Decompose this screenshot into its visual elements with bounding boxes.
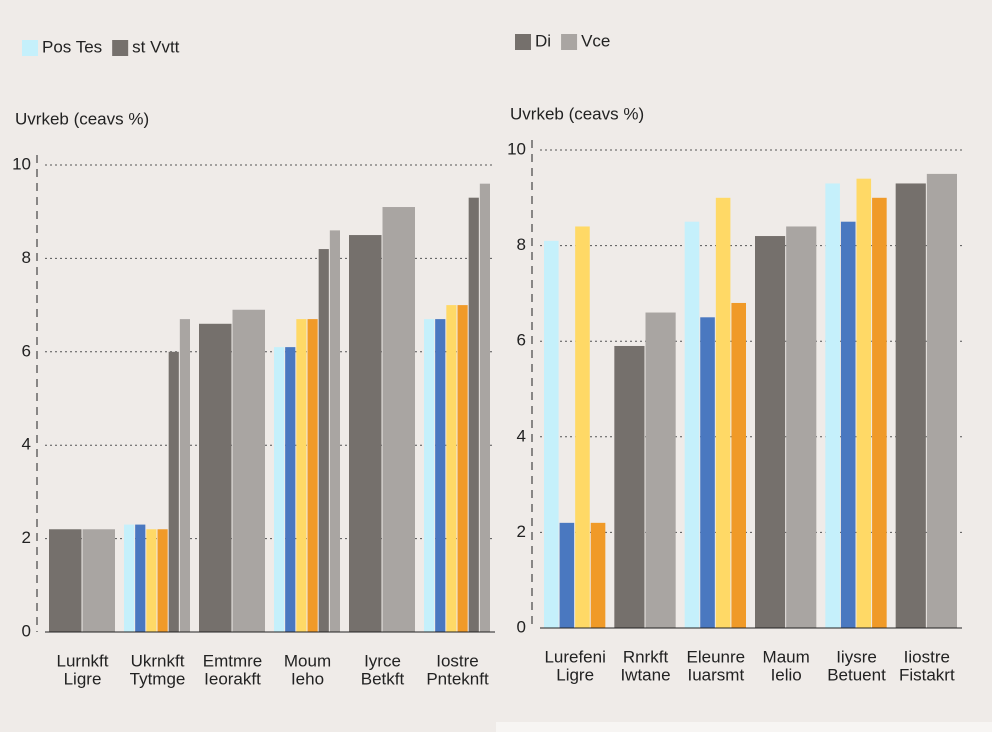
bar [645,312,676,628]
x-tick-label: Ligre [556,665,594,684]
x-tick-label: Eleunre [687,647,746,666]
bar [457,305,468,632]
bar [926,173,957,628]
legend-label: Di [535,31,551,50]
y-tick-label: 10 [12,154,31,173]
x-tick-label: Betkft [361,669,405,688]
legend-label: Pos Tes [42,37,102,56]
x-tick-label: Ieorakft [204,669,261,688]
bar [468,197,479,632]
bar [168,351,179,632]
bar [840,221,856,628]
bar [786,226,817,629]
bar [157,529,168,632]
y-tick-label: 4 [517,426,526,445]
bar [382,207,415,632]
legend-swatch [515,34,531,50]
bar [825,183,840,628]
bar [179,319,190,632]
bar [479,183,490,632]
x-tick-label: Ieho [291,669,324,688]
bar [49,529,82,632]
bar [872,197,887,629]
bar [135,524,146,632]
x-tick-label: Fistakrt [899,665,955,684]
y-tick-label: 6 [22,341,31,360]
bar [856,178,872,628]
x-tick-label: Iostre [436,651,479,670]
bar [349,235,382,633]
y-tick-label: 2 [517,522,526,541]
legend-label: st Vvtt [132,37,180,56]
x-tick-label: Pnteknft [426,669,489,688]
bar [684,221,700,628]
y-tick-label: 4 [22,435,31,454]
bar [590,522,606,628]
bar [700,317,715,628]
bar [559,522,575,628]
x-tick-label: Iwtane [620,665,670,684]
bar [124,524,135,632]
y-tick-label: 2 [22,528,31,547]
x-tick-label: Ligre [64,669,102,688]
bar [435,319,446,632]
y-tick-label: 0 [22,621,31,640]
x-tick-label: Ukrnkft [131,651,185,670]
bar [146,529,157,632]
bar [296,319,307,632]
x-tick-label: Iyrce [364,651,401,670]
legend-label: Vce [581,31,610,50]
bar [424,319,435,632]
bar [199,323,232,632]
y-axis-label: Uvrkeb (ceavs %) [15,109,149,128]
y-tick-label: 6 [517,331,526,350]
bar [329,230,340,632]
bar [318,249,329,632]
bar [82,529,115,632]
legend-swatch [112,40,129,56]
y-tick-label: 8 [517,235,526,254]
bar [731,302,746,628]
footer-strip [496,722,992,732]
x-tick-label: Moum [284,651,331,670]
bar [274,347,285,632]
y-axis-label: Uvrkeb (ceavs %) [510,104,644,123]
bar [614,345,645,628]
bar [232,309,265,632]
y-tick-label: 10 [507,139,526,158]
x-tick-label: Tytmge [130,669,186,688]
x-tick-label: Emtmre [203,651,263,670]
bar [544,240,559,628]
x-tick-label: Rnrkft [623,647,669,666]
bar [446,305,457,632]
x-tick-label: Iiysre [836,647,877,666]
bar [895,183,926,628]
bar [285,347,296,632]
bar [575,226,590,629]
x-tick-label: Maum [763,647,810,666]
x-tick-label: Ielio [771,665,802,684]
x-tick-label: Iiostre [904,647,950,666]
x-tick-label: Betuent [827,665,886,684]
x-tick-label: Lurnkft [57,651,109,670]
bar [755,236,786,629]
y-tick-label: 0 [517,617,526,636]
legend-swatch [22,40,38,56]
bar [715,197,731,629]
y-tick-label: 8 [22,248,31,267]
x-tick-label: Iuarsmt [687,665,744,684]
legend-swatch [561,34,578,50]
bar [307,319,318,632]
x-tick-label: Lurefeni [544,647,605,666]
